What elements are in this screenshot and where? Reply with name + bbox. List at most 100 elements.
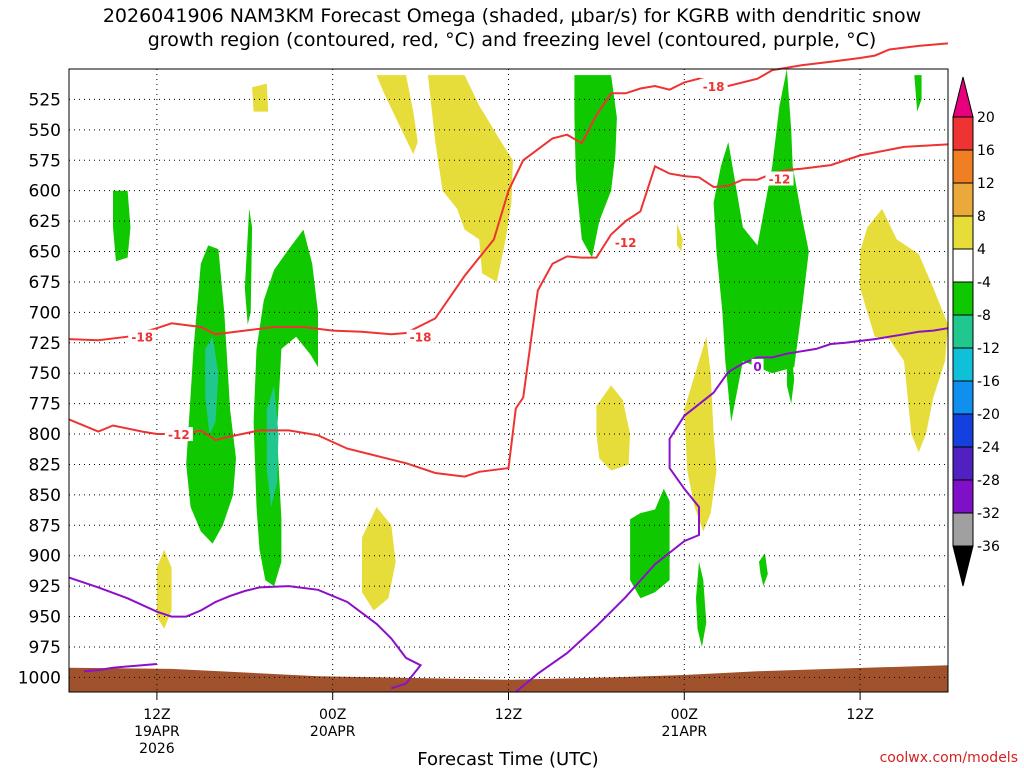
omega-region-20 (860, 208, 948, 453)
y-tick-label-900: 900 (29, 547, 61, 567)
contour-label-6: 0 (753, 360, 761, 374)
contour-label-bg-4 (699, 79, 728, 94)
y-tick-label-700: 700 (29, 303, 61, 323)
colorbar-label-0: 20 (977, 110, 995, 126)
x-tick-label-57-0: 12Z (846, 707, 873, 723)
y-tick-label-875: 875 (29, 516, 61, 536)
omega-region-5 (253, 229, 318, 587)
colorbar-segment-4 (952, 215, 974, 250)
colorbar-segment-6 (952, 281, 974, 316)
colorbar-segment-8 (952, 347, 974, 382)
colorbar-label-10: -24 (977, 440, 1000, 456)
colorbar-label-4: 4 (977, 242, 986, 258)
contour-label-bg-0 (128, 329, 157, 344)
omega-region-7 (252, 83, 269, 112)
omega-region-16 (713, 69, 809, 422)
contour-label-0: -18 (131, 331, 153, 345)
colorbar-segment-12 (952, 479, 974, 514)
chart-title-line1: 2026041906 NAM3KM Forecast Omega (shaded… (103, 5, 921, 27)
y-tick-label-950: 950 (29, 608, 61, 628)
colorbar-segment-2 (952, 149, 974, 184)
omega-region-10 (362, 507, 396, 611)
omega-region-14 (677, 223, 683, 252)
colorbar-label-9: -20 (977, 407, 1000, 423)
y-tick-label-975: 975 (29, 638, 61, 658)
y-tick-label-600: 600 (29, 182, 61, 202)
omega-region-0 (113, 190, 131, 262)
contour-label-5: -12 (769, 173, 791, 187)
colorbar-label-1: 16 (977, 143, 995, 159)
y-tick-label-1000: 1000 (18, 668, 61, 688)
x-axis-title: Forecast Time (UTC) (417, 749, 598, 768)
colorbar-label-8: -16 (977, 374, 1000, 390)
colorbar-label-7: -12 (977, 341, 1000, 357)
omega-region-4 (244, 208, 253, 325)
contour-label-2: -18 (410, 331, 432, 345)
colorbar-label-3: 8 (977, 209, 986, 225)
omega-region-9 (427, 75, 513, 282)
y-tick-label-925: 925 (29, 577, 61, 597)
contour-label-bg-1 (164, 427, 193, 442)
colorbar-segment-7 (952, 314, 974, 349)
colorbar-segment-11 (952, 446, 974, 481)
contour-label-bg-5 (765, 171, 794, 186)
contour-minus12 (68, 143, 949, 478)
omega-region-18 (786, 348, 795, 404)
x-tick-label-33-0: 12Z (495, 707, 522, 723)
contour-label-bg-2 (406, 329, 435, 344)
x-tick-label-9-2: 2026 (139, 741, 175, 757)
omega-region-3 (205, 336, 219, 434)
colorbar-segment-1 (952, 116, 974, 151)
x-tick-label-45-1: 21APR (662, 724, 708, 740)
y-tick-label-525: 525 (29, 90, 61, 110)
colorbar-label-13: -36 (977, 539, 1000, 555)
colorbar-segment-13 (952, 512, 974, 547)
contour-label-layer: -18 -12 -18 -12 -18 -12 0 (128, 79, 794, 442)
colorbar-label-2: 12 (977, 176, 995, 192)
freezing-level-3 (515, 327, 949, 693)
contour-label-bg-3 (611, 234, 640, 249)
surface-terrain-layer (69, 665, 948, 692)
omega-shading-layer (113, 69, 948, 647)
y-tick-label-650: 650 (29, 243, 61, 263)
x-tick-label-21-1: 20APR (310, 724, 356, 740)
freezing-level-1 (68, 576, 423, 690)
y-tick-label-575: 575 (29, 151, 61, 171)
contour-label-1: -12 (168, 428, 190, 442)
pressure-axis: 525 550 575 600 625 650 675 700 725 750 775 800 825 8… (18, 90, 61, 688)
y-tick-label-750: 750 (29, 364, 61, 384)
omega-region-21 (914, 75, 922, 112)
colorbar: 20 16 12 8 4 -4 -8 -12 -16 -20 -24 -28 -32 -36 (952, 76, 1000, 587)
credit-text: coolwx.com/models (880, 750, 1018, 766)
freezing-level-2 (83, 663, 157, 673)
y-tick-label-725: 725 (29, 334, 61, 354)
y-tick-label-625: 625 (29, 212, 61, 232)
y-tick-label-825: 825 (29, 455, 61, 475)
omega-region-11 (574, 75, 617, 258)
colorbar-label-6: -8 (977, 308, 991, 324)
omega-region-8 (376, 75, 418, 155)
contour-label-bg-6 (751, 358, 764, 373)
omega-region-19 (759, 553, 768, 587)
contour-layer (68, 42, 949, 693)
contour-label-4: -18 (703, 80, 725, 94)
y-tick-label-850: 850 (29, 486, 61, 506)
omega-region-17 (696, 561, 707, 647)
colorbar-cap-top (952, 76, 974, 118)
colorbar-segment-9 (952, 380, 974, 415)
omega-region-1 (156, 549, 172, 629)
x-tick-label-9-0: 12Z (143, 707, 170, 723)
omega-region-13 (630, 488, 670, 599)
colorbar-label-5: -4 (977, 275, 991, 291)
surface-terrain (69, 665, 948, 692)
omega-region-15 (684, 336, 717, 532)
colorbar-segment-5 (952, 248, 974, 283)
colorbar-segment-10 (952, 413, 974, 448)
omega-region-12 (596, 385, 631, 471)
x-tick-label-45-0: 00Z (671, 707, 698, 723)
y-tick-label-800: 800 (29, 425, 61, 445)
colorbar-segment-3 (952, 182, 974, 217)
chart-title-line2: growth region (contoured, red, °C) and f… (148, 29, 877, 51)
